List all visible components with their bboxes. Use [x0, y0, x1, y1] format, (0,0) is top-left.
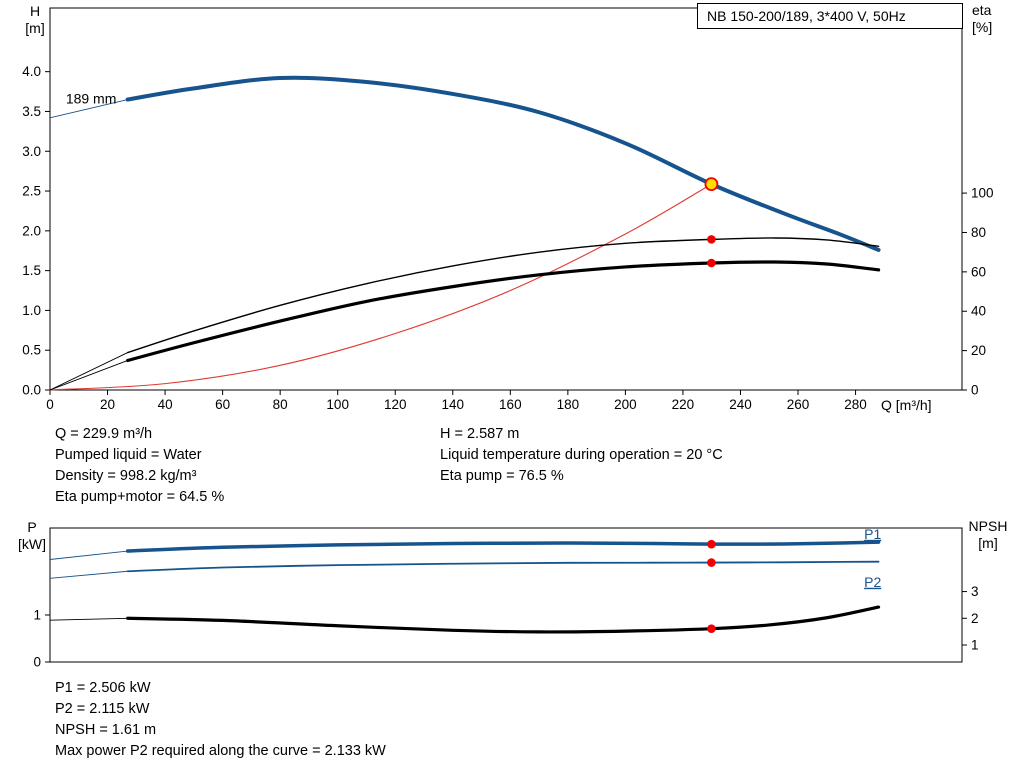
svg-text:240: 240 [729, 397, 752, 412]
svg-text:3.5: 3.5 [22, 104, 41, 119]
svg-text:1.0: 1.0 [22, 303, 41, 318]
pump-type-box: NB 150-200/189, 3*400 V, 50Hz [697, 3, 963, 29]
p-axis-label-unit: [kW] [18, 536, 46, 552]
svg-text:0.5: 0.5 [22, 343, 41, 358]
npsh-axis-ticks: 1 2 3 [962, 584, 979, 652]
npsh-axis-label: NPSH [m] [958, 518, 1018, 552]
svg-text:0: 0 [46, 397, 54, 412]
info-flow: Q = 229.9 m³/h [55, 426, 153, 442]
eta-pump-motor-curve [126, 260, 881, 363]
svg-text:80: 80 [273, 397, 288, 412]
h-axis-ticks: 0.0 0.5 1.0 1.5 2.0 2.5 3.0 3.5 4.0 [22, 64, 50, 398]
svg-text:80: 80 [971, 225, 986, 240]
svg-text:260: 260 [787, 397, 810, 412]
svg-text:160: 160 [499, 397, 522, 412]
svg-text:4.0: 4.0 [22, 64, 41, 79]
duty-info-right-column: H = 2.587 m Liquid temperature during op… [440, 424, 723, 487]
svg-text:220: 220 [672, 397, 695, 412]
p-axis-label-symbol: P [27, 519, 37, 535]
svg-text:200: 200 [614, 397, 637, 412]
eta-axis-ticks: 0 20 40 60 80 100 [962, 186, 994, 398]
plot-frame [49, 7, 963, 391]
curve-label-189-mm: 189 mm [66, 91, 117, 107]
plot-frame [49, 527, 963, 663]
svg-text:2.5: 2.5 [22, 184, 41, 199]
operating-point-dot [707, 235, 716, 244]
power-info-column: P1 = 2.506 kW P2 = 2.115 kW NPSH = 1.61 … [55, 678, 386, 762]
h-axis-label-unit: [m] [25, 20, 45, 36]
head-curve-189mm-lead-in [49, 99, 128, 119]
info-p1: P1 = 2.506 kW [55, 680, 151, 696]
svg-text:0.0: 0.0 [22, 383, 41, 398]
svg-text:20: 20 [100, 397, 115, 412]
svg-text:0: 0 [971, 383, 979, 398]
svg-text:1.5: 1.5 [22, 263, 41, 278]
info-npsh: NPSH = 1.61 m [55, 722, 157, 738]
info-eta-pump-motor: Eta pump+motor = 64.5 % [55, 489, 225, 505]
eta-pump-curve [126, 237, 880, 354]
svg-text:60: 60 [971, 264, 986, 279]
npsh-axis-label-symbol: NPSH [968, 518, 1008, 534]
svg-text:20: 20 [971, 343, 986, 358]
duty-info-left-column: Q = 229.9 m³/h Pumped liquid = Water Den… [55, 424, 224, 508]
svg-text:120: 120 [384, 397, 407, 412]
svg-text:60: 60 [215, 397, 230, 412]
eta-pump-curve-lead-in [49, 352, 128, 391]
p-axis-label: P [kW] [10, 519, 54, 553]
eta-pump-motor-curve-lead-in [49, 360, 128, 391]
info-pumped-liquid: Pumped liquid = Water [55, 447, 202, 463]
h-axis-label: H [m] [14, 3, 56, 37]
eta-axis-label-symbol: eta [972, 2, 992, 18]
svg-text:180: 180 [557, 397, 580, 412]
svg-text:0: 0 [33, 655, 41, 669]
curve-label-p2: P2 [864, 574, 881, 590]
operating-point-dot [707, 258, 716, 268]
p-axis-ticks: 01 [33, 607, 50, 668]
svg-text:1: 1 [33, 607, 41, 622]
p2-curve [126, 560, 880, 573]
q-axis-label: Q [m³/h] [881, 397, 932, 413]
info-head: H = 2.587 m [440, 426, 520, 442]
hq-eta-chart: 0 20 40 60 80 100 120 140 160 180 200 220 240 260 2800… [22, 7, 994, 412]
svg-text:140: 140 [442, 397, 465, 412]
svg-text:100: 100 [326, 397, 349, 412]
info-density: Density = 998.2 kg/m³ [55, 468, 197, 484]
svg-text:2.0: 2.0 [22, 223, 41, 238]
system-curve [49, 183, 712, 391]
svg-text:2: 2 [971, 611, 979, 626]
eta-axis-label: eta [%] [972, 2, 1020, 36]
svg-text:1: 1 [971, 637, 979, 652]
svg-text:100: 100 [971, 186, 994, 201]
info-max-power-p2: Max power P2 required along the curve = … [55, 743, 386, 759]
info-p2: P2 = 2.115 kW [55, 701, 150, 717]
svg-text:280: 280 [844, 397, 867, 412]
operating-point-dot [707, 539, 716, 549]
p2-curve-lead-in [49, 570, 128, 579]
svg-text:40: 40 [158, 397, 173, 412]
x-axis-ticks: 0 20 40 60 80 100 120 140 160 180 200 220 240 260 280 [46, 390, 867, 412]
p1-curve-lead-in [49, 550, 128, 560]
npsh-curve [126, 605, 881, 634]
p1-curve [125, 540, 881, 553]
operating-point-dot [707, 624, 716, 633]
svg-text:40: 40 [971, 304, 986, 319]
operating-point-dot [707, 558, 716, 567]
npsh-axis-label-unit: [m] [978, 535, 998, 551]
svg-text:3: 3 [971, 584, 979, 599]
info-eta-pump: Eta pump = 76.5 % [440, 468, 564, 484]
h-axis-label-symbol: H [29, 3, 41, 19]
svg-text:3.0: 3.0 [22, 144, 41, 159]
curve-label-p1: P1 [864, 526, 881, 542]
npsh-curve-lead-in [49, 617, 128, 621]
head-curve-189mm [125, 75, 881, 252]
eta-axis-label-unit: [%] [972, 19, 993, 35]
duty-point-marker [704, 177, 719, 192]
info-liquid-temperature: Liquid temperature during operation = 20… [440, 447, 723, 463]
